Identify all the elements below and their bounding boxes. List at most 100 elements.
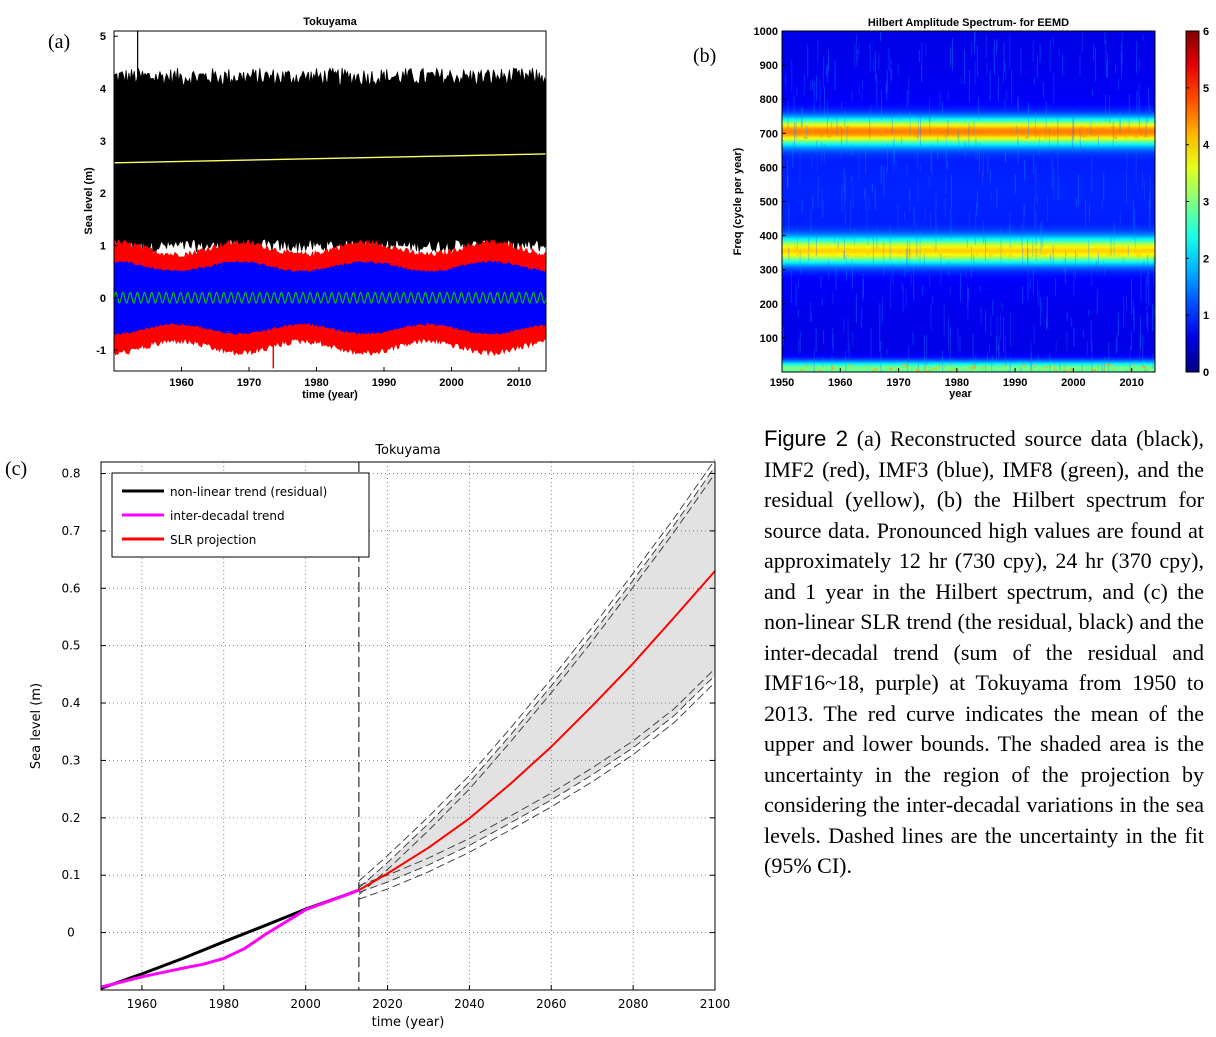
heatmap-hot-speck	[970, 253, 974, 256]
heatmap-streak	[1004, 152, 1006, 163]
y-tick-label-c: 0.3	[61, 753, 80, 767]
heatmap-hot-speck	[1125, 136, 1127, 139]
heatmap-streak	[798, 339, 800, 355]
colorbar-tick-label: 4	[1203, 140, 1210, 152]
heatmap-streak	[861, 308, 863, 329]
heatmap-streak	[968, 211, 970, 226]
heatmap-hot-speck	[1055, 373, 1057, 375]
heatmap-streak	[1023, 203, 1025, 217]
heatmap-streak	[949, 47, 951, 67]
heatmap-streak	[799, 148, 801, 183]
heatmap-streak	[1037, 279, 1039, 298]
heatmap-streak	[908, 187, 910, 200]
heatmap-hot-speck	[879, 134, 882, 136]
heatmap-streak	[787, 158, 789, 188]
x-tick-label-c: 1960	[127, 997, 158, 1011]
legend-label-c: non-linear trend (residual)	[170, 485, 327, 499]
heatmap-hot-speck	[1017, 251, 1020, 254]
heatmap-hot-speck	[793, 246, 797, 249]
heatmap-streak	[1093, 44, 1095, 61]
y-tick-label-a: 5	[100, 31, 106, 43]
panel-c-label: (c)	[5, 458, 28, 480]
heatmap-streak	[1027, 236, 1029, 270]
chart-a-title: Tokuyama	[303, 16, 357, 28]
heatmap-hot-speck	[1141, 364, 1143, 367]
heatmap-streak	[1000, 313, 1002, 340]
y-tick-label-c: 0.8	[61, 466, 80, 480]
heatmap-hot-speck	[1025, 136, 1029, 139]
y-tick-label-b: 800	[760, 94, 778, 106]
heatmap-hot-speck	[1060, 132, 1063, 135]
heatmap-hot-speck	[976, 253, 979, 256]
ci-dashed-line	[358, 675, 716, 893]
heatmap-streak	[824, 145, 826, 163]
chart-b-xlabel: year	[949, 388, 972, 400]
heatmap-streak	[1050, 254, 1051, 263]
heatmap-hot-speck	[915, 369, 919, 372]
heatmap-hot-speck	[1044, 366, 1048, 369]
heatmap-streak	[1119, 210, 1121, 226]
heatmap-streak	[952, 38, 953, 71]
heatmap-streak	[834, 59, 836, 91]
y-tick-label-b: 500	[760, 197, 778, 209]
heatmap-streak	[868, 195, 870, 210]
heatmap-hot-speck	[1082, 135, 1086, 138]
series-interdecadal-trend	[100, 888, 360, 989]
heatmap-streak	[974, 61, 976, 85]
heatmap-streak	[843, 167, 845, 192]
heatmap-streak	[1036, 194, 1038, 204]
heatmap-hot-speck	[1105, 364, 1108, 367]
heatmap-hot-speck	[988, 253, 993, 256]
heatmap-hot-speck	[1029, 370, 1033, 372]
heatmap-streak	[1104, 266, 1106, 277]
heatmap-streak	[994, 40, 996, 76]
heatmap-streak	[974, 31, 975, 54]
heatmap-streak	[1038, 290, 1040, 306]
heatmap-streak	[886, 143, 888, 173]
heatmap-streak	[1036, 54, 1038, 79]
heatmap-streak	[1035, 112, 1036, 139]
heatmap-hot-speck	[848, 364, 852, 367]
heatmap-streak	[900, 114, 902, 121]
heatmap-streak	[1105, 40, 1107, 63]
heatmap-hot-speck	[832, 367, 836, 370]
heatmap-hot-speck	[842, 249, 846, 252]
heatmap-streak	[879, 322, 881, 352]
heatmap-streak	[1009, 356, 1011, 372]
heatmap-hot-speck	[1009, 255, 1013, 258]
heatmap-streak	[1024, 159, 1026, 181]
heatmap-hot-speck	[1113, 134, 1116, 136]
heatmap-hot-speck	[1004, 365, 1006, 368]
heatmap-streak	[991, 355, 993, 365]
heatmap-streak	[1147, 115, 1148, 123]
heatmap-streak	[1055, 277, 1057, 296]
heatmap-hot-speck	[983, 133, 987, 136]
heatmap-streak	[1144, 181, 1146, 200]
heatmap-streak	[892, 140, 894, 175]
heatmap-streak	[845, 174, 847, 205]
heatmap-streak	[1097, 252, 1099, 264]
heatmap-hot-speck	[1108, 364, 1112, 367]
x-tick-label-a: 1990	[372, 377, 396, 389]
heatmap-hot-speck	[999, 373, 1002, 375]
heatmap-hot-speck	[985, 247, 989, 250]
heatmap-streak	[1106, 61, 1107, 78]
heatmap-hot-speck	[969, 366, 972, 369]
heatmap-hot-speck	[956, 247, 959, 250]
heatmap-streak	[996, 39, 998, 51]
heatmap-hot-speck	[1043, 370, 1045, 372]
heatmap-streak	[914, 150, 916, 158]
heatmap-hot-speck	[798, 134, 800, 137]
heatmap-streak	[851, 90, 853, 102]
ci-dashed-line	[358, 668, 716, 886]
heatmap-streak	[827, 102, 828, 134]
heatmap-streak	[902, 284, 904, 313]
heatmap-streak	[974, 32, 976, 42]
heatmap-streak	[917, 150, 919, 170]
heatmap-hot-speck	[846, 254, 851, 257]
heatmap-streak	[820, 276, 822, 289]
colorbar-tick-label: 2	[1203, 253, 1209, 265]
heatmap-hot-speck	[914, 134, 916, 137]
heatmap-streak	[959, 335, 961, 354]
heatmap-hot-speck	[874, 368, 878, 371]
